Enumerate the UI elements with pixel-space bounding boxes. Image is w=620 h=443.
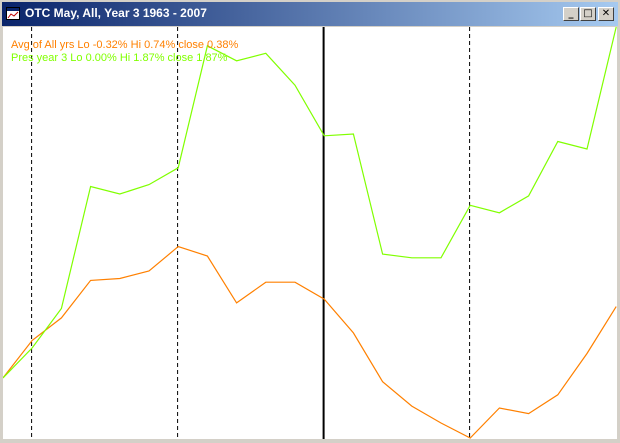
- maximize-button[interactable]: □: [580, 7, 596, 21]
- line-chart: [3, 27, 617, 439]
- close-button[interactable]: ✕: [598, 7, 614, 21]
- window-title: OTC May, All, Year 3 1963 - 2007: [25, 6, 207, 20]
- legend-pres: Pres year 3 Lo 0.00% Hi 1.87% close 1.87…: [11, 52, 228, 64]
- chart-plot-area: Avg of All yrs Lo -0.32% Hi 0.74% close …: [3, 27, 617, 439]
- legend-avg: Avg of All yrs Lo -0.32% Hi 0.74% close …: [11, 39, 239, 51]
- series-line-avg: [3, 245, 617, 439]
- minimize-button[interactable]: _: [563, 7, 579, 21]
- series-line-pres: [3, 27, 617, 379]
- chart-window-icon: [6, 7, 20, 20]
- title-bar[interactable]: OTC May, All, Year 3 1963 - 2007 _ □ ✕: [2, 2, 618, 26]
